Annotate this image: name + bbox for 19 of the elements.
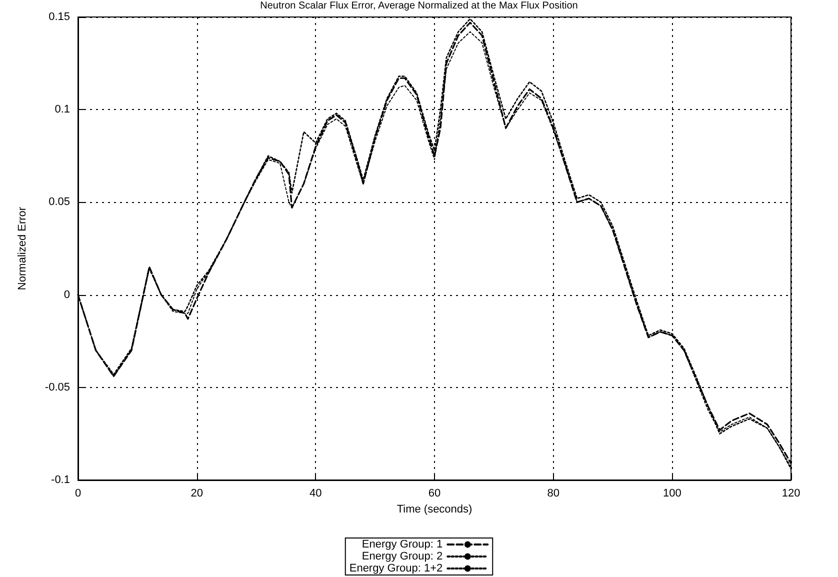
chart-title: Neutron Scalar Flux Error, Average Normalized at the Max Flux Position bbox=[260, 0, 578, 12]
x-tick-label: 40 bbox=[310, 488, 322, 500]
x-tick-label: 20 bbox=[190, 488, 203, 500]
x-axis-title: Time (seconds) bbox=[396, 503, 472, 516]
y-tick-label: 0 bbox=[64, 288, 70, 301]
y-tick-label: 0.15 bbox=[48, 11, 70, 23]
legend-label: Energy Group: 2 bbox=[362, 550, 443, 562]
x-tick-label: 0 bbox=[74, 488, 82, 500]
y-tick-label: 0.1 bbox=[54, 104, 70, 116]
y-tick-label: -0.05 bbox=[44, 381, 70, 394]
y-axis-title: Normalized Error bbox=[16, 206, 28, 290]
x-tick-label: 100 bbox=[662, 488, 682, 500]
x-tick-label: 60 bbox=[428, 488, 441, 500]
legend-label: Energy Group: 1+2 bbox=[349, 562, 443, 574]
x-tick-label: 120 bbox=[782, 488, 800, 500]
y-tick-label: 0.05 bbox=[48, 196, 70, 208]
legend-label: Energy Group: 1 bbox=[362, 538, 443, 550]
x-tick-label: 80 bbox=[547, 488, 560, 500]
y-tick-label: -0.1 bbox=[51, 474, 70, 486]
